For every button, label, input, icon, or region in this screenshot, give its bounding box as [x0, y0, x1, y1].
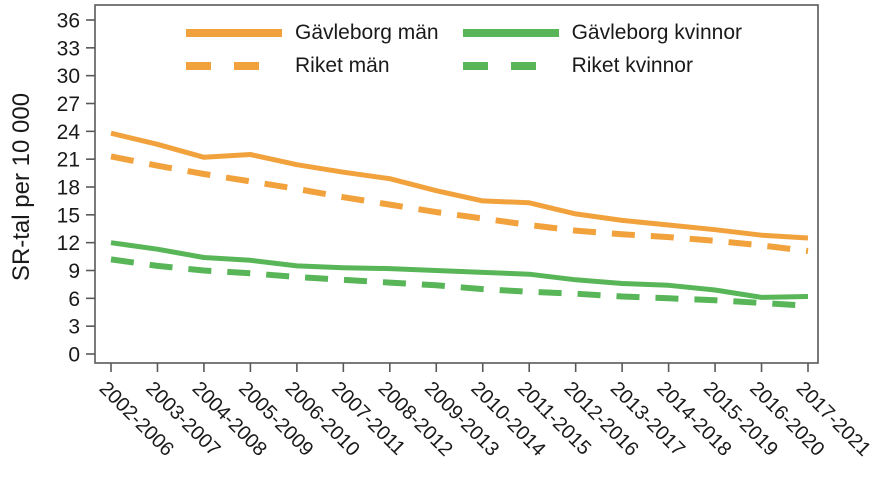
series-line-g-vleborg-m-n — [110, 130, 809, 241]
legend-label-riket-kvinnor: Riket kvinnor — [571, 53, 693, 77]
y-tick-label: 15 — [57, 204, 80, 227]
y-tick-label: 9 — [68, 260, 80, 283]
y-tick-label: 30 — [57, 65, 80, 88]
chart-legend: Gävleborg män Riket män Gävleborg kvinno… — [186, 16, 742, 82]
plot-frame — [94, 4, 819, 364]
y-tick-label: 24 — [57, 121, 81, 144]
legend-swatch-solid-green-icon — [462, 28, 559, 37]
legend-entry-riket-kvinnor: Riket kvinnor — [462, 53, 742, 78]
legend-entry-gavleborg-kvinnor: Gävleborg kvinnor — [462, 20, 742, 45]
y-tick-label: 21 — [57, 149, 80, 172]
legend-swatch-solid-orange-icon — [186, 28, 282, 37]
y-tick-label: 0 — [68, 344, 80, 367]
legend-label-riket-man: Riket män — [295, 53, 390, 77]
legend-swatch-dashed-orange-icon — [186, 61, 282, 70]
y-tick-label: 12 — [57, 232, 80, 255]
legend-entry-riket-man: Riket män — [186, 54, 439, 78]
y-tick-label: 36 — [57, 10, 80, 33]
y-tick-label: 27 — [57, 93, 80, 116]
y-tick-label: 18 — [57, 177, 80, 200]
series-line-riket-kvinnor — [110, 256, 809, 309]
y-tick-label: 33 — [57, 37, 80, 60]
legend-swatch-dashed-green-icon — [462, 61, 559, 70]
legend-label-gavleborg-kvinnor: Gävleborg kvinnor — [571, 20, 742, 44]
legend-label-gavleborg-man: Gävleborg män — [295, 20, 439, 44]
y-tick-label: 3 — [68, 316, 80, 339]
y-axis-title: SR-tal per 10 000 — [8, 92, 35, 282]
y-tick-label: 6 — [68, 288, 80, 311]
series-line-riket-m-n — [110, 153, 809, 254]
series-line-g-vleborg-kvinnor — [110, 240, 809, 300]
legend-entry-gavleborg-man: Gävleborg män — [186, 21, 439, 45]
